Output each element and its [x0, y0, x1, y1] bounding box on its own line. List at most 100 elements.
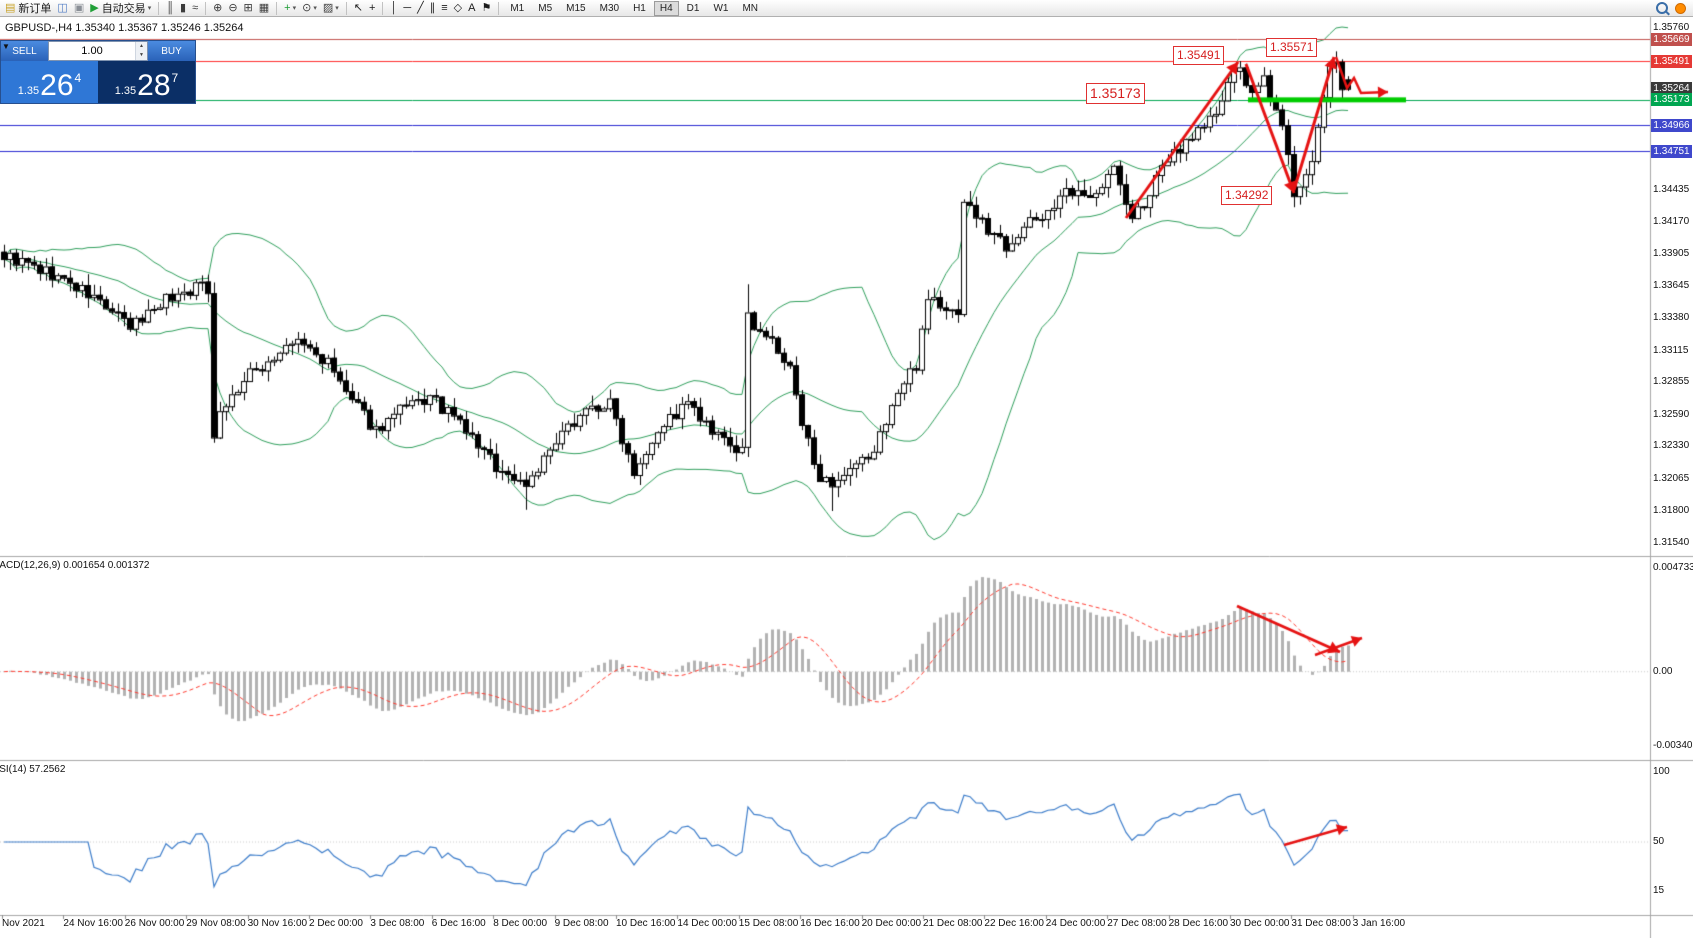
time-axis-label: 26 Nov 00:00 [124, 918, 185, 929]
volume-input[interactable] [49, 42, 135, 60]
text-icon[interactable]: A [465, 1, 478, 16]
cursor-icon-icon: ↖ [353, 1, 363, 14]
arrow-objects-icon[interactable]: ⚑ [478, 1, 494, 16]
zoom-in-icon[interactable]: ⊕ [210, 1, 225, 16]
add-indicator-button[interactable]: + ▾ [281, 1, 299, 16]
auto-trading-button[interactable]: ▶ 自动交易 ▾ [87, 1, 154, 16]
timeframe-w1-button[interactable]: W1 [713, 2, 729, 14]
new-order-button-label: 新订单 [18, 3, 52, 15]
grid-icon[interactable]: ⊞ [241, 1, 256, 16]
chart-windows-icon[interactable]: ◫ [54, 1, 70, 16]
crosshair-icon-icon: + [369, 1, 376, 14]
trade-panel-collapse-icon[interactable]: ▼ [2, 42, 10, 51]
shapes-icon-icon: ◇ [453, 1, 463, 14]
tile-windows-icon-icon: ▦ [258, 1, 270, 14]
zoom-out-icon-icon: ⊖ [228, 1, 238, 14]
toolbar-separator [345, 1, 347, 15]
timeframe-m15-button[interactable]: M15 [566, 2, 586, 14]
cursor-icon[interactable]: ↖ [351, 1, 366, 16]
horizontal-line-icon-icon: ─ [403, 1, 412, 14]
price-label-1-35491[interactable]: 1.35491 [1173, 46, 1225, 65]
time-axis-label: 6 Dec 16:00 [431, 918, 486, 929]
price-label-1-34292[interactable]: 1.34292 [1221, 186, 1273, 205]
price-marker-1-35173: 1.35173 [1651, 93, 1692, 107]
timeframe-m1-button[interactable]: M1 [510, 2, 525, 14]
vertical-line-icon-icon: │ [390, 1, 398, 14]
timeframe-m5-button[interactable]: M5 [538, 2, 553, 14]
chevron-down-icon: ▾ [335, 5, 339, 12]
time-axis-label: 24 Dec 00:00 [1045, 918, 1106, 929]
buy-button[interactable]: BUY [148, 41, 195, 61]
search-icon[interactable] [1656, 2, 1668, 14]
sell-price-button[interactable]: 1.35 26 4 [1, 61, 98, 103]
one-click-trading-panel: SELL ▲ ▼ BUY 1.35 26 4 1.35 28 7 [0, 40, 196, 104]
new-order-button[interactable]: ▤ 新订单 [2, 1, 54, 16]
notification-badge[interactable] [1675, 2, 1686, 14]
volume-field: ▲ ▼ [48, 41, 148, 61]
time-axis-label: 29 Nov 08:00 [186, 918, 246, 929]
toolbar-right-icons [1656, 2, 1691, 14]
time-axis-label: 20 Dec 00:00 [861, 918, 922, 929]
volume-stepper: ▲ ▼ [135, 42, 147, 60]
price-scale-label: 1.32065 [1653, 472, 1690, 484]
timeframe-h4-button[interactable]: H4 [653, 0, 679, 16]
time-axis-label: 21 Dec 08:00 [923, 918, 983, 929]
time-axis-label: 31 Dec 08:00 [1291, 918, 1351, 929]
zoom-out-icon[interactable]: ⊖ [225, 1, 240, 16]
sell-price-sup: 4 [74, 71, 82, 85]
buy-price-main: 28 [137, 69, 171, 102]
timeframe-h1-button[interactable]: H1 [633, 2, 646, 14]
shapes-icon[interactable]: ◇ [451, 1, 465, 16]
volume-up-button[interactable]: ▲ [136, 42, 147, 51]
volume-down-button[interactable]: ▼ [136, 51, 147, 60]
time-axis-label: Nov 2021 [2, 918, 45, 929]
tile-windows-icon[interactable]: ▦ [256, 1, 272, 16]
bars-chart-icon[interactable]: ║ [163, 1, 177, 16]
market-watch-icon[interactable]: ▣ [71, 1, 87, 16]
period-menu-button[interactable]: ⊙ ▾ [299, 1, 320, 16]
market-watch-icon-icon: ▣ [73, 1, 85, 14]
timeframe-m30-button[interactable]: M30 [599, 2, 620, 14]
price-label-1-35173[interactable]: 1.35173 [1086, 83, 1145, 104]
price-marker-1-35669: 1.35669 [1651, 32, 1692, 46]
zoom-in-icon-icon: ⊕ [213, 1, 223, 14]
buy-price-prefix: 1.35 [114, 85, 137, 97]
trendline-icon[interactable]: ╱ [414, 1, 427, 16]
timeframe-mn-button[interactable]: MN [742, 2, 759, 14]
price-scale-label: 1.34170 [1653, 216, 1690, 228]
time-axis-label: 24 Nov 16:00 [63, 918, 123, 929]
price-scale-label: 1.33645 [1653, 280, 1690, 292]
price-scale-label: 1.32855 [1653, 376, 1690, 388]
price-marker-1-34966: 1.34966 [1651, 118, 1692, 132]
line-chart-icon[interactable]: ≈ [189, 1, 201, 16]
sell-button[interactable]: SELL [1, 41, 48, 61]
time-axis-label: 10 Dec 16:00 [616, 918, 676, 929]
time-axis-label: 3 Dec 08:00 [370, 918, 425, 929]
time-axis-label: 14 Dec 00:00 [677, 918, 737, 929]
time-axis-label: 16 Dec 16:00 [800, 918, 860, 929]
time-axis-label: 30 Dec 00:00 [1230, 918, 1290, 929]
grid-icon-icon: ⊞ [243, 1, 253, 14]
template-menu-button[interactable]: ▨ ▾ [320, 1, 342, 16]
candlestick-chart-icon[interactable]: ▮ [177, 1, 189, 16]
channel-icon[interactable]: ∥ [427, 1, 439, 16]
buy-price-button[interactable]: 1.35 28 7 [98, 61, 195, 103]
time-axis-label: 27 Dec 08:00 [1107, 918, 1167, 929]
trendline-icon-icon: ╱ [417, 1, 424, 14]
timeframe-d1-button[interactable]: D1 [686, 2, 700, 14]
fibonacci-icon[interactable]: ≡ [438, 1, 450, 16]
chevron-down-icon: ▾ [292, 5, 297, 12]
horizontal-line-icon[interactable]: ─ [400, 1, 414, 16]
toolbar-separator [158, 1, 160, 15]
vertical-line-icon[interactable]: │ [387, 1, 400, 16]
price-label-1-35571[interactable]: 1.35571 [1266, 38, 1318, 57]
rsi-indicator-label: RSI(14) 57.2562 [0, 764, 220, 775]
auto-trading-button-label: 自动交易 [101, 3, 146, 15]
time-axis-label: 3 Jan 16:00 [1352, 918, 1406, 929]
chevron-down-icon: ▾ [313, 5, 317, 12]
price-scale-label: 1.33380 [1653, 312, 1690, 324]
time-axis-label: 2 Dec 00:00 [309, 918, 363, 929]
crosshair-icon[interactable]: + [366, 1, 378, 16]
price-scale-label: 1.32330 [1653, 440, 1690, 452]
